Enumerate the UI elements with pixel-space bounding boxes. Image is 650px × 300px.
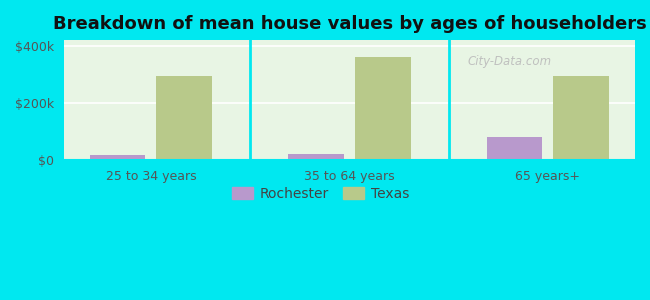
- Bar: [90, 155, 146, 160]
- Bar: [157, 76, 212, 160]
- Bar: [355, 57, 411, 160]
- Bar: [289, 154, 344, 160]
- Text: City-Data.com: City-Data.com: [467, 55, 551, 68]
- Bar: [487, 137, 542, 160]
- Bar: [553, 76, 609, 160]
- Legend: Rochester, Texas: Rochester, Texas: [227, 181, 415, 206]
- Title: Breakdown of mean house values by ages of householders: Breakdown of mean house values by ages o…: [53, 15, 646, 33]
